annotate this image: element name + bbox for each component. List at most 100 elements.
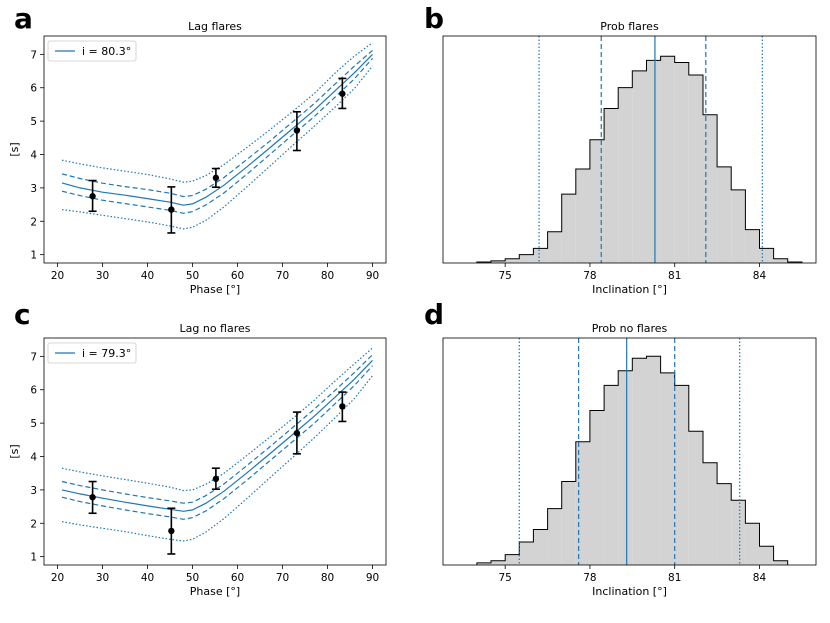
histogram-bar [618, 87, 633, 263]
histogram-bar [547, 231, 562, 263]
histogram-outline [476, 355, 789, 565]
histogram-bar [575, 169, 590, 263]
panel-label-b: b [424, 2, 444, 35]
histogram-bar [505, 258, 520, 263]
histogram-bar [773, 560, 788, 565]
x-axis-label: Phase [°] [190, 585, 240, 598]
histogram-bar [476, 562, 492, 565]
histogram-bar [745, 229, 760, 263]
histogram-bar [759, 546, 774, 565]
chart-title: Prob no flares [592, 322, 668, 335]
histogram-bar [702, 462, 718, 565]
series-upper-2-sigma-line [61, 347, 373, 492]
y-tick-label: 7 [30, 49, 37, 61]
series-upper-2-sigma-line [61, 42, 373, 183]
y-axis-label: [s] [8, 444, 21, 458]
histogram-bar [505, 554, 520, 565]
x-tick-label: 50 [186, 572, 199, 584]
histogram-bar [561, 481, 576, 565]
histogram-bar [604, 108, 619, 263]
histogram-bar [589, 139, 605, 263]
histogram-bar [731, 189, 746, 263]
histogram-outline [476, 55, 803, 263]
x-tick-label: 75 [498, 270, 511, 282]
histogram-bar [618, 370, 633, 565]
histogram-bar [519, 254, 534, 263]
histogram-bar [533, 248, 548, 263]
y-tick-label: 6 [30, 83, 37, 95]
histogram-bar [632, 358, 647, 565]
x-tick-label: 40 [141, 572, 154, 584]
data-point [168, 206, 175, 213]
data-point [339, 403, 346, 410]
x-tick-label: 78 [583, 572, 596, 584]
x-axis-label: Inclination [°] [592, 283, 667, 296]
y-tick-label: 5 [30, 418, 37, 430]
histogram-bar [589, 410, 605, 565]
legend-label: i = 79.3° [82, 347, 131, 360]
x-tick-label: 60 [231, 572, 244, 584]
chart-title: Lag flares [188, 20, 242, 33]
x-tick-label: 75 [498, 572, 511, 584]
y-tick-label: 3 [30, 485, 37, 497]
data-point [89, 193, 96, 200]
data-point [212, 174, 220, 182]
data-point [89, 494, 96, 501]
y-tick-label: 1 [30, 250, 37, 262]
plot-frame [43, 337, 387, 566]
series-median-line [61, 359, 373, 512]
x-tick-label: 90 [366, 572, 379, 584]
x-tick-label: 50 [186, 270, 199, 282]
data-point [293, 429, 301, 437]
histogram-bar [759, 248, 774, 263]
x-tick-label: 81 [668, 270, 681, 282]
series-lower-1-sigma-line [61, 365, 373, 520]
series-upper-1-sigma-line [61, 49, 373, 198]
chart-title: Lag no flares [180, 322, 251, 335]
series-lower-2-sigma-line [61, 375, 373, 542]
series-lower-2-sigma-line [61, 65, 373, 230]
histogram-bar [674, 62, 689, 264]
histogram-bar [519, 542, 534, 565]
x-tick-label: 40 [141, 270, 154, 282]
x-tick-label: 30 [96, 270, 109, 282]
histogram-bar [561, 194, 576, 263]
x-tick-label: 78 [583, 270, 596, 282]
x-tick-label: 70 [276, 572, 289, 584]
histogram-bar [717, 483, 732, 565]
y-tick-label: 6 [30, 385, 37, 397]
y-tick-label: 1 [30, 552, 37, 564]
x-tick-label: 80 [321, 572, 334, 584]
legend-box [47, 342, 137, 364]
data-point [212, 475, 220, 483]
x-tick-label: 60 [231, 270, 244, 282]
x-tick-label: 20 [51, 270, 64, 282]
histogram-bar [533, 529, 548, 565]
x-axis-label: Phase [°] [190, 283, 240, 296]
histogram-bar [717, 166, 732, 263]
x-tick-label: 70 [276, 270, 289, 282]
histogram-bar [773, 258, 788, 263]
x-tick-label: 81 [668, 572, 681, 584]
x-tick-label: 20 [51, 572, 64, 584]
plot-frame [442, 337, 817, 566]
panel-label-d: d [424, 298, 444, 331]
histogram-bar [491, 560, 506, 565]
histogram-bar [688, 75, 703, 263]
histogram-bar [547, 508, 562, 565]
y-tick-label: 2 [30, 216, 37, 228]
histogram-bar [491, 260, 506, 263]
histogram-bar [575, 441, 590, 565]
histogram-bar [660, 372, 675, 565]
data-point [293, 127, 301, 134]
histogram-bar [604, 385, 619, 565]
plot-frame [442, 35, 817, 264]
plot-frame [43, 35, 387, 264]
data-point [339, 90, 346, 97]
series-upper-1-sigma-line [61, 354, 373, 504]
x-axis-label: Inclination [°] [592, 585, 667, 598]
x-tick-label: 90 [366, 270, 379, 282]
data-point [168, 527, 175, 535]
panel-label-c: c [14, 298, 31, 331]
